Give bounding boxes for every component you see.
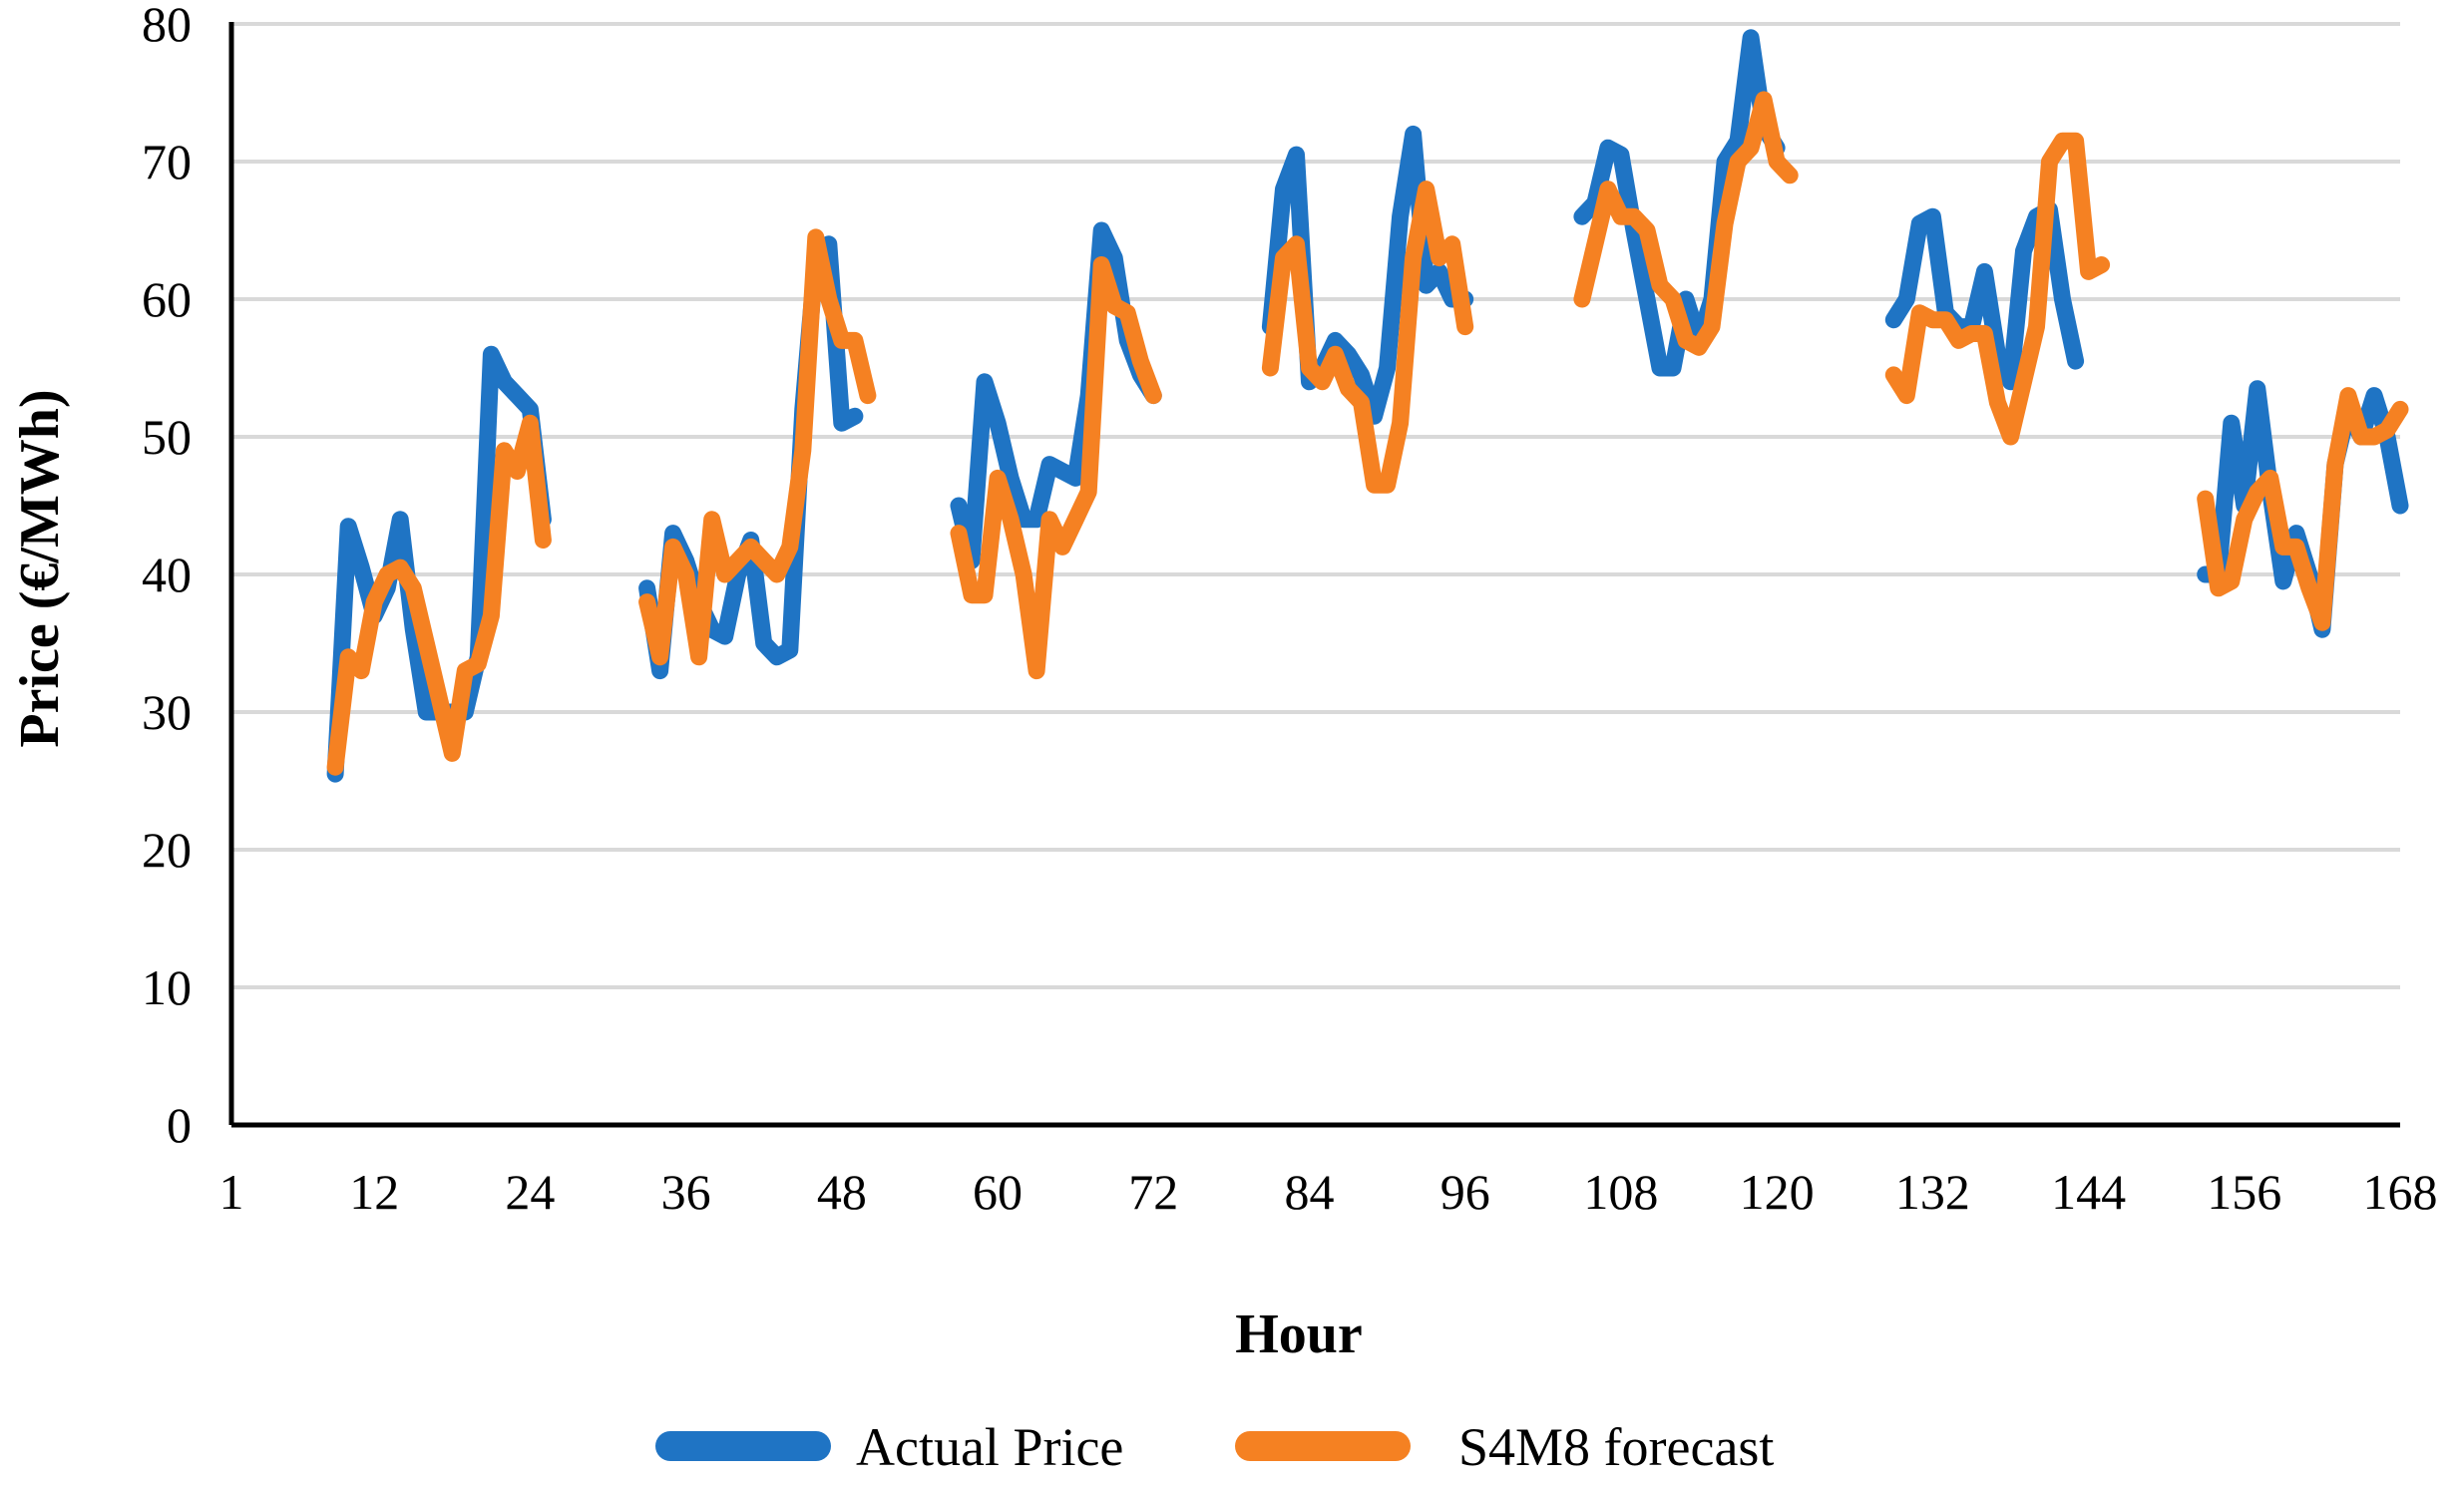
series-s4m8-forecast-segment-6 [1884, 132, 2111, 446]
y-tick-label-80: 80 [142, 0, 192, 52]
gridlines [231, 22, 2400, 989]
y-axis-title: Price (€/MWh) [9, 389, 71, 747]
legend-label-actual-price: Actual Price [856, 1417, 1123, 1477]
y-tick-label-70: 70 [142, 134, 192, 189]
x-tick-label-108: 108 [1583, 1164, 1658, 1220]
x-tick-label-60: 60 [973, 1164, 1023, 1220]
y-tick-label-20: 20 [142, 822, 192, 878]
x-tick-label-84: 84 [1284, 1164, 1334, 1220]
x-tick-label-156: 156 [2207, 1164, 2281, 1220]
y-tick-label-0: 0 [167, 1097, 192, 1153]
series-s4m8-forecast-segment-4 [1261, 181, 1474, 494]
tick-labels: 0 10 20 30 40 50 60 70 80 1 12 24 36 48 60 72 84 96 108 120… [142, 0, 2438, 1220]
x-tick-label-24: 24 [505, 1164, 555, 1220]
x-tick-label-120: 120 [1740, 1164, 1815, 1220]
series-s4m8-forecast-segment-7 [2197, 387, 2409, 631]
series-s4m8-forecast-segment-2 [638, 228, 877, 666]
series-s4m8-forecast-segment-1 [326, 414, 552, 776]
y-tick-label-30: 30 [142, 684, 192, 740]
x-tick-label-96: 96 [1440, 1164, 1490, 1220]
y-tick-label-10: 10 [142, 959, 192, 1015]
series-lines [326, 29, 2409, 783]
legend-label-s4m8-forecast: S4M8 forecast [1458, 1417, 1774, 1477]
legend: Actual Price S4M8 forecast [655, 1417, 1774, 1477]
y-tick-label-40: 40 [142, 547, 192, 602]
y-tick-label-50: 50 [142, 409, 192, 465]
series-s4m8-forecast-segment-5 [1573, 91, 1799, 356]
y-tick-label-60: 60 [142, 271, 192, 327]
x-tick-label-1: 1 [219, 1164, 244, 1220]
series-s4m8-forecast-segment-3 [950, 256, 1162, 680]
x-tick-label-48: 48 [817, 1164, 867, 1220]
x-tick-label-36: 36 [661, 1164, 711, 1220]
x-tick-label-132: 132 [1895, 1164, 1970, 1220]
axes [228, 22, 2400, 1128]
x-tick-label-12: 12 [349, 1164, 399, 1220]
x-tick-label-72: 72 [1128, 1164, 1178, 1220]
x-tick-label-168: 168 [2363, 1164, 2438, 1220]
x-tick-label-144: 144 [2051, 1164, 2126, 1220]
x-axis-title: Hour [1235, 1303, 1363, 1365]
